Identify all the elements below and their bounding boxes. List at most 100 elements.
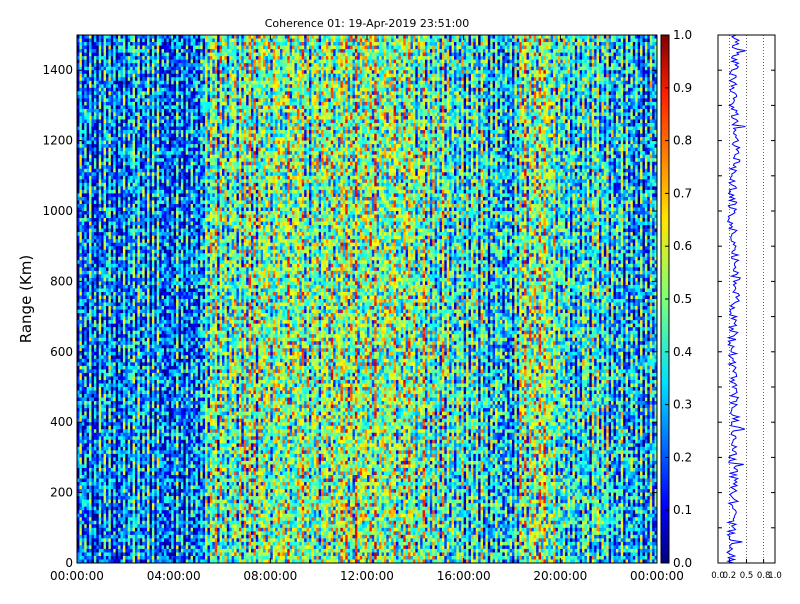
heatmap-cell [96,398,99,402]
heatmap-cell [125,81,128,85]
heatmap-cell [101,60,104,64]
heatmap-cell [94,186,97,190]
heatmap-cell [84,510,87,514]
heatmap-cell [125,109,128,113]
heatmap-cell [154,285,157,289]
heatmap-cell [116,394,119,398]
heatmap-cell [137,426,140,430]
heatmap-cell [145,218,148,222]
heatmap-cell [108,253,111,257]
heatmap-cell [113,95,116,99]
heatmap-cell [137,303,140,307]
heatmap-cell [82,433,85,437]
heatmap-cell [96,200,99,204]
heatmap-cell [101,84,104,88]
heatmap-cell [101,405,104,409]
heatmap-cell [99,376,102,380]
heatmap-cell [121,334,124,338]
heatmap-cell [116,95,119,99]
heatmap-cell [118,538,121,542]
heatmap-cell [145,341,148,345]
heatmap-cell [147,376,150,380]
heatmap-cell [145,468,148,472]
heatmap-cell [116,401,119,405]
heatmap-cell [130,179,133,183]
heatmap-cell [87,415,90,419]
heatmap-cell [84,380,87,384]
heatmap-cell [106,292,109,296]
heatmap-cell [130,88,133,92]
heatmap-cell [135,517,138,521]
heatmap-cell [84,324,87,328]
heatmap-cell [125,67,128,71]
heatmap-cell [108,271,111,275]
heatmap-cell [121,503,124,507]
heatmap-cell [130,165,133,169]
heatmap-cell [137,141,140,145]
heatmap-cell [152,250,155,254]
heatmap-cell [87,320,90,324]
heatmap-cell [99,479,102,483]
heatmap-cell [99,482,102,486]
heatmap-cell [150,239,153,243]
heatmap-cell [84,204,87,208]
heatmap-cell [101,292,104,296]
heatmap-cell [140,116,143,120]
heatmap-cell [89,215,92,219]
heatmap-cell [145,158,148,162]
heatmap-cell [116,535,119,539]
heatmap-cell [96,391,99,395]
heatmap-cell [106,556,109,560]
heatmap-cell [152,327,155,331]
heatmap-cell [128,313,131,317]
heatmap-cell [113,521,116,525]
heatmap-cell [142,176,145,180]
heatmap-cell [147,98,150,102]
heatmap-cell [116,429,119,433]
heatmap-cell [125,172,128,176]
heatmap-cell [150,35,153,39]
heatmap-cell [104,324,107,328]
heatmap-cell [104,264,107,268]
heatmap-cell [94,91,97,95]
heatmap-cell [94,183,97,187]
heatmap-cell [154,119,157,123]
heatmap-cell [128,60,131,64]
heatmap-cell [101,183,104,187]
heatmap-cell [142,239,145,243]
heatmap-cell [135,222,138,226]
heatmap-cell [89,334,92,338]
heatmap-cell [82,250,85,254]
heatmap-cell [121,53,124,57]
heatmap-cell [121,35,124,39]
heatmap-cell [82,218,85,222]
heatmap-cell [142,479,145,483]
heatmap-cell [89,200,92,204]
heatmap-cell [87,63,90,67]
heatmap-cell [101,56,104,60]
heatmap-cell [123,42,126,46]
heatmap-cell [82,74,85,78]
heatmap-cell [133,391,136,395]
heatmap-cell [130,70,133,74]
heatmap-cell [99,366,102,370]
heatmap-cell [147,331,150,335]
heatmap-cell [142,49,145,53]
heatmap-cell [154,324,157,328]
heatmap-cell [147,253,150,257]
heatmap-cell [92,549,95,553]
heatmap-cell [142,341,145,345]
heatmap-cell [147,383,150,387]
heatmap-cell [101,468,104,472]
heatmap-cell [133,144,136,148]
heatmap-cell [142,127,145,131]
heatmap-cell [101,165,104,169]
heatmap-cell [84,39,87,43]
heatmap-cell [142,292,145,296]
heatmap-cell [135,119,138,123]
heatmap-cell [96,123,99,127]
heatmap-cell [142,471,145,475]
heatmap-cell [145,412,148,416]
heatmap-cell [82,197,85,201]
heatmap-cell [147,391,150,395]
